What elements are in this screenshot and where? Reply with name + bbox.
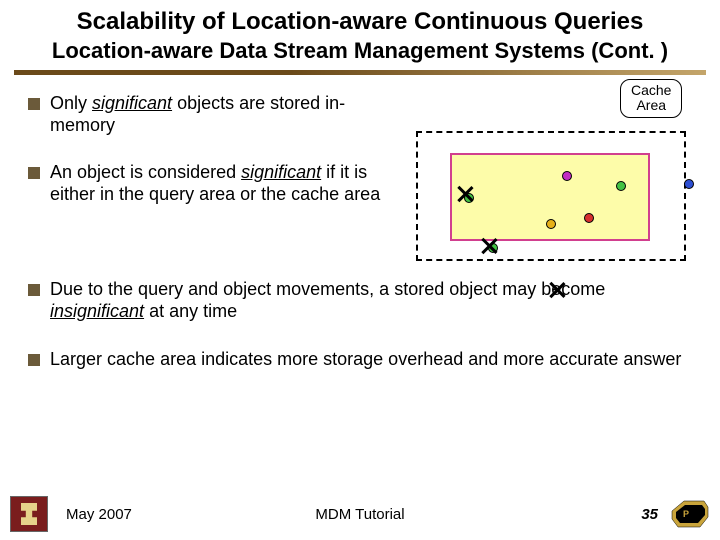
footer-date: May 2007 — [66, 506, 132, 523]
cache-label-line1: Cache — [631, 82, 671, 98]
x-mark-icon — [456, 185, 474, 203]
bullet-1-pre: Only — [50, 93, 92, 113]
bullet-2-pre: An object is considered — [50, 162, 241, 182]
object-dot — [562, 171, 572, 181]
bullet-marker-icon — [28, 354, 40, 366]
page-title: Scalability of Location-aware Continuous… — [0, 0, 720, 36]
bullet-2-text: An object is considered significant if i… — [50, 162, 398, 205]
footer: May 2007 MDM Tutorial 35 P — [0, 494, 720, 534]
bullet-1-text: Only significant objects are stored in-m… — [50, 93, 398, 136]
object-dot — [584, 213, 594, 223]
bullet-1-sig: significant — [92, 93, 172, 113]
logo-purdue-icon: P — [670, 497, 710, 531]
x-mark-icon — [480, 237, 498, 255]
bullet-4-text: Larger cache area indicates more storage… — [50, 349, 681, 371]
cache-label-line2: Area — [636, 97, 666, 113]
footer-page-number: 35 — [641, 506, 658, 523]
object-dot — [616, 181, 626, 191]
bullet-4: Larger cache area indicates more storage… — [28, 349, 688, 371]
bullet-marker-icon — [28, 284, 40, 296]
diagram: Cache Area — [398, 93, 698, 313]
svg-text:P: P — [683, 509, 689, 519]
x-mark-icon — [548, 281, 566, 299]
page-subtitle: Location-aware Data Stream Management Sy… — [0, 36, 720, 70]
logo-minnesota-icon — [10, 496, 48, 532]
bullet-3-post: at any time — [144, 301, 237, 321]
content-area: Only significant objects are stored in-m… — [0, 75, 720, 370]
bullet-2-sig: significant — [241, 162, 321, 182]
bullet-marker-icon — [28, 98, 40, 110]
bullet-2: An object is considered significant if i… — [28, 162, 398, 205]
object-dot — [684, 179, 694, 189]
bullet-marker-icon — [28, 167, 40, 179]
cache-area-label: Cache Area — [620, 79, 682, 118]
bullet-3-sig: insignificant — [50, 301, 144, 321]
bullet-1: Only significant objects are stored in-m… — [28, 93, 398, 136]
footer-tutorial-name: MDM Tutorial — [315, 506, 404, 523]
object-dot — [546, 219, 556, 229]
